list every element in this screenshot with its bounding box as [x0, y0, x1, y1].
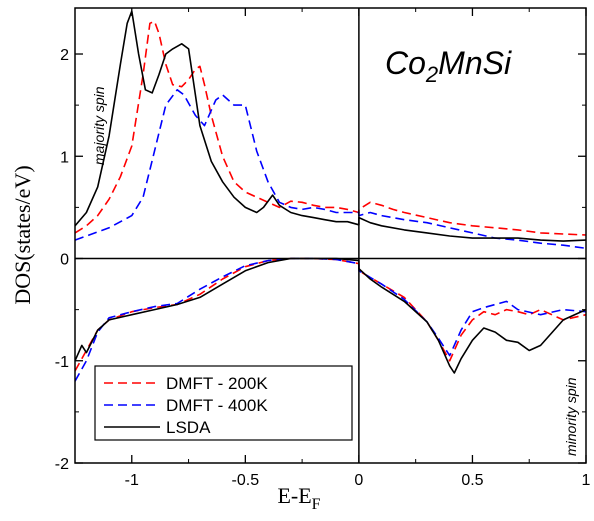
- annotation-minority-spin: minority spin: [563, 377, 579, 456]
- series-lsda-minority-line: [75, 257, 586, 374]
- plot-frame: [74, 7, 587, 464]
- x-axis-label-main: E-E: [277, 483, 311, 508]
- y-tick-label: 0: [60, 252, 69, 269]
- annotation-majority-spin: majority spin: [91, 86, 107, 165]
- x-tick-label: -0.5: [232, 472, 260, 489]
- x-tick-label: 0.5: [461, 472, 483, 489]
- axis-ticks: -1 -0.5 0 0.5 1 -2 -1 0 1 2: [55, 8, 591, 489]
- y-tick-label: -1: [55, 354, 69, 371]
- series-dmft-200k-minority-line: [75, 257, 586, 372]
- series-dmft-400k-majority-line: [75, 89, 586, 250]
- title-part-1: Co: [385, 45, 426, 81]
- y-axis-label: DOS(states/eV): [10, 165, 35, 304]
- legend-label: DMFT - 200K: [166, 374, 268, 393]
- series-dmft-200k-majority-line: [75, 20, 586, 236]
- legend-items: DMFT - 200K DMFT - 400K LSDA: [104, 374, 268, 437]
- x-tick-label: 1: [582, 472, 591, 489]
- legend-label: LSDA: [166, 418, 211, 437]
- legend-label: DMFT - 400K: [166, 396, 268, 415]
- x-axis-label-subscript: F: [312, 496, 321, 513]
- y-tick-label: 1: [60, 149, 69, 166]
- title-subscript: 2: [425, 62, 438, 87]
- series-lsda-majority-line: [75, 10, 586, 242]
- x-axis-label: E-EF: [277, 483, 320, 513]
- chart-title: Co2MnSi: [385, 45, 512, 87]
- y-tick-label: -2: [55, 456, 69, 473]
- x-tick-label: -1: [125, 472, 139, 489]
- x-tick-label: 0: [354, 472, 363, 489]
- y-tick-label: 2: [60, 47, 69, 64]
- zero-lines: [75, 8, 586, 463]
- title-part-2: MnSi: [438, 45, 512, 81]
- legend: DMFT - 200K DMFT - 400K LSDA: [94, 365, 353, 441]
- series-dmft-400k-minority-line: [75, 257, 586, 382]
